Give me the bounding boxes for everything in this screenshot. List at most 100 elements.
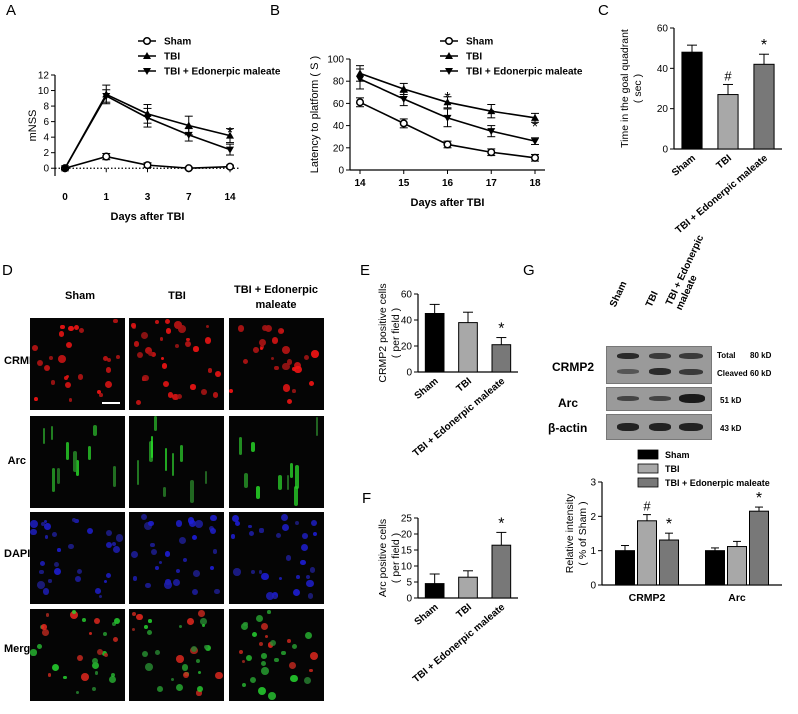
y-tick-label: 12 <box>38 71 50 82</box>
cell-spot <box>68 543 74 550</box>
cell-spot <box>47 673 52 678</box>
y-axis-title: ( per field ) <box>390 308 402 358</box>
cell-spot <box>302 533 309 539</box>
cell-spot <box>65 341 72 348</box>
cell-spot <box>141 514 148 521</box>
cell-spot <box>300 544 308 552</box>
cell-spot <box>148 520 155 527</box>
cell-spot <box>173 320 182 329</box>
cell-spot <box>310 519 317 526</box>
x-tick-label: 18 <box>529 178 541 189</box>
cell-spot <box>251 631 258 638</box>
y-axis-title: Time in the goal quadrant <box>619 29 631 148</box>
y-tick-label: 40 <box>333 121 345 132</box>
blot-band <box>679 369 703 375</box>
cell-spot <box>266 591 275 600</box>
panel-g-bar-chart: 0 1 2 3 # * CRMP2 * Arc Relative intensity( % of … <box>564 449 782 604</box>
cell-spot <box>174 344 179 349</box>
bar <box>637 520 657 586</box>
bar <box>458 576 478 599</box>
cell-spot <box>281 514 289 522</box>
micrograph-tile <box>229 416 324 508</box>
cell-spot <box>105 541 113 549</box>
marker-circle <box>225 162 235 171</box>
cell-spot <box>30 520 39 528</box>
cell-spot <box>113 318 118 323</box>
cell-spot <box>93 618 100 625</box>
cell-spot <box>251 570 256 574</box>
bar <box>749 510 769 586</box>
cell-spot <box>74 324 80 330</box>
cell-spot <box>81 673 89 682</box>
cell-spot <box>142 374 149 382</box>
x-tick-label: Sham <box>413 602 441 628</box>
blot-band <box>649 368 671 375</box>
cell-spot <box>112 466 116 488</box>
y-tick-label: 60 <box>333 99 345 110</box>
cell-spot <box>204 337 211 344</box>
cell-spot <box>144 346 152 355</box>
cell-spot <box>184 340 192 348</box>
micrograph-tile <box>30 318 125 410</box>
x-tick-label: Arc <box>728 592 746 604</box>
bar <box>424 583 445 599</box>
cell-spot <box>104 653 109 658</box>
cell-spot <box>99 393 103 397</box>
micrograph-tile <box>129 512 224 604</box>
cell-spot <box>196 686 203 693</box>
marker-triangle-up <box>445 52 453 59</box>
y-tick-label: 20 <box>657 104 669 115</box>
x-tick-label: TBI <box>455 602 475 621</box>
marker-circle <box>444 36 454 46</box>
cell-spot <box>271 337 279 344</box>
marker-triangle-up <box>399 84 408 92</box>
cell-spot <box>94 671 99 675</box>
cell-spot <box>307 593 314 599</box>
y-tick-label: 20 <box>401 342 413 353</box>
cell-spot <box>265 635 269 639</box>
cell-spot <box>257 687 266 695</box>
cell-spot <box>58 330 65 337</box>
cell-spot <box>237 325 244 332</box>
x-tick-label: 17 <box>486 178 498 189</box>
legend-swatch <box>637 449 659 460</box>
cell-spot <box>212 549 217 554</box>
cell-spot <box>45 613 50 617</box>
cell-spot <box>186 618 194 625</box>
cell-spot <box>133 576 138 581</box>
cell-spot <box>276 532 282 539</box>
cell-spot <box>230 533 236 539</box>
cell-spot <box>312 531 317 536</box>
y-tick-label: 100 <box>327 55 344 66</box>
cell-spot <box>74 576 81 582</box>
cell-spot <box>103 579 108 584</box>
scale-bar <box>102 402 120 404</box>
cell-spot <box>36 359 43 367</box>
cell-spot <box>106 357 112 362</box>
cell-spot <box>105 367 112 373</box>
cell-spot <box>187 517 195 524</box>
marker-triangle-down <box>399 95 408 103</box>
bar <box>727 546 747 586</box>
y-tick-label: 0 <box>43 164 49 175</box>
bar <box>717 94 739 150</box>
cell-spot <box>207 368 213 373</box>
cell-spot <box>261 667 270 676</box>
cell-spot <box>242 659 246 663</box>
y-axis-title: mNSS <box>27 110 39 142</box>
cell-spot <box>144 522 153 531</box>
y-tick-label: 80 <box>333 77 345 88</box>
cell-spot <box>108 676 116 684</box>
cell-spot <box>136 459 139 486</box>
cell-spot <box>205 324 210 329</box>
cell-spot <box>294 464 299 490</box>
marker-triangle-up <box>143 52 151 59</box>
y-tick-label: 1 <box>590 546 596 557</box>
cell-spot <box>294 365 302 374</box>
x-axis-title: Days after TBI <box>411 197 485 209</box>
cell-spot <box>164 581 172 589</box>
micrograph-tile <box>30 512 125 604</box>
cell-spot <box>154 565 159 570</box>
panel-label-c: C <box>598 2 609 19</box>
cell-spot <box>191 588 199 596</box>
